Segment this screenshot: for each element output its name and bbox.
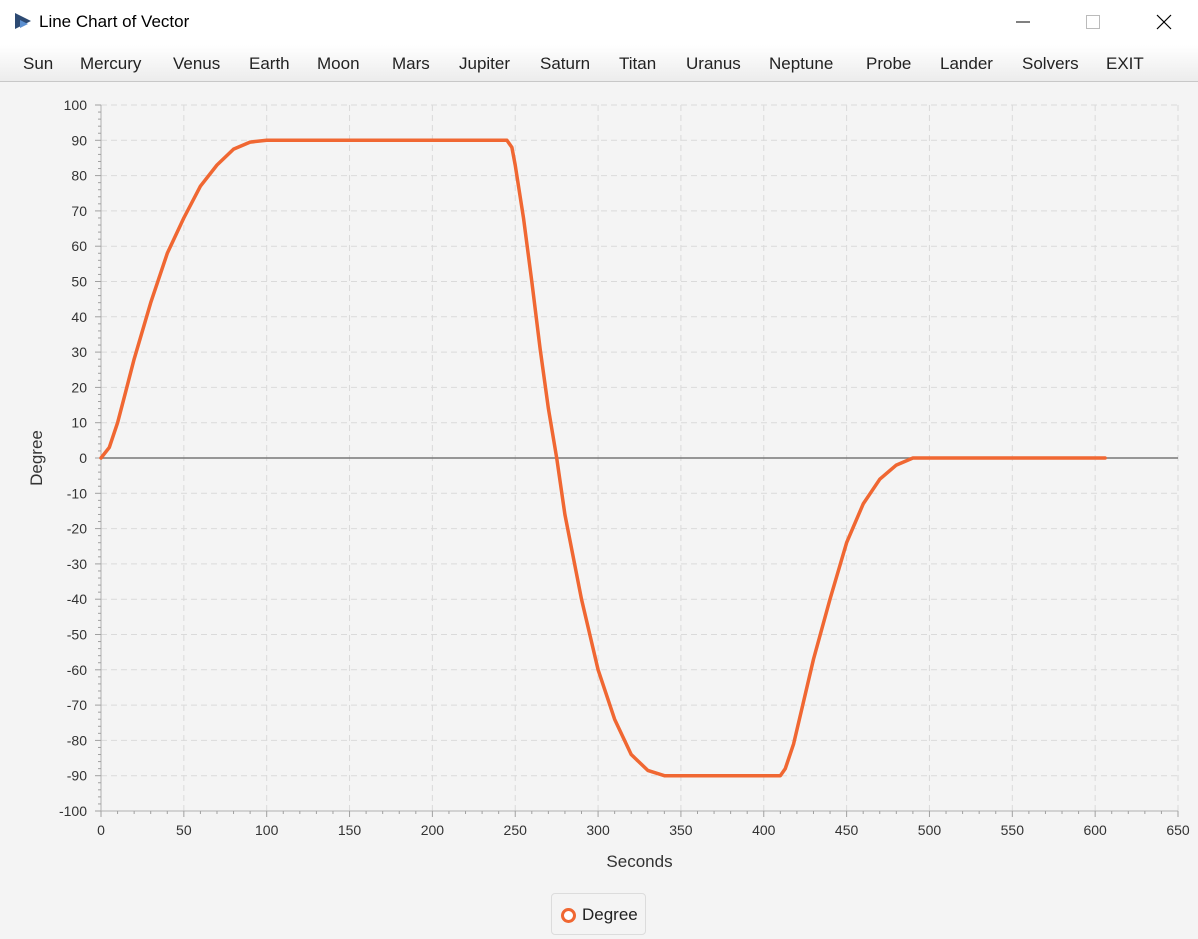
menu-lander[interactable]: Lander [940,54,993,73]
menu-probe[interactable]: Probe [866,54,912,73]
y-tick-label: -70 [67,697,87,713]
y-tick-label: -40 [67,591,87,607]
menu-exit[interactable]: EXIT [1106,54,1144,73]
y-tick-label: -60 [67,662,87,678]
menu-saturn[interactable]: Saturn [540,54,591,73]
app-icon [15,13,31,29]
menu-moon[interactable]: Moon [317,54,360,73]
y-tick-label: 40 [71,309,87,325]
x-tick-label: 150 [338,822,362,838]
y-tick-label: -50 [67,627,87,643]
legend-marker-icon [561,908,576,923]
y-tick-label: 60 [71,238,87,254]
x-tick-label: 500 [918,822,942,838]
x-tick-label: 0 [97,822,105,838]
x-tick-label: 250 [504,822,528,838]
series-line-degree [99,138,1107,778]
legend: Degree [551,893,646,935]
menu-mercury[interactable]: Mercury [80,54,142,73]
y-tick-label: 80 [71,168,87,184]
x-tick-label: 550 [1001,822,1025,838]
y-tick-label: 100 [64,97,88,113]
y-tick-label: 70 [71,203,87,219]
y-tick-label: -30 [67,556,87,572]
menu-sun[interactable]: Sun [23,54,54,73]
y-tick-label: -80 [67,732,87,748]
x-tick-label: 350 [669,822,693,838]
menu-jupiter[interactable]: Jupiter [459,54,511,73]
minimize-button[interactable] [1000,0,1046,45]
y-tick-label: 30 [71,344,87,360]
menu-venus[interactable]: Venus [173,54,221,73]
y-tick-label: -20 [67,521,87,537]
y-tick-label: 20 [71,379,87,395]
x-tick-label: 50 [176,822,192,838]
maximize-button[interactable] [1070,0,1116,45]
x-tick-label: 200 [421,822,445,838]
y-tick-label: 0 [79,450,87,466]
menu-uranus[interactable]: Uranus [686,54,741,73]
x-axis-title: Seconds [606,852,672,871]
title-bar: Line Chart of Vector [0,0,1198,45]
y-axis-title: Degree [27,430,46,486]
close-button[interactable] [1141,0,1187,45]
y-tick-label: 90 [71,132,87,148]
x-tick-label: 100 [255,822,279,838]
menu-titan[interactable]: Titan [619,54,657,73]
x-tick-label: 300 [586,822,610,838]
menu-bar: Sun Mercury Venus Earth Moon Mars Jupite… [0,45,1198,82]
y-tick-label: 10 [71,415,87,431]
maximize-icon [1086,15,1100,29]
legend-label: Degree [582,905,638,924]
line-chart: 0 50 100 150 200 250 300 350 400 450 500 550 600 6501… [27,97,1190,871]
window-title: Line Chart of Vector [39,12,190,31]
menu-earth[interactable]: Earth [249,54,290,73]
y-tick-label: -100 [59,803,87,819]
y-tick-label: -10 [67,485,87,501]
menu-mars[interactable]: Mars [392,54,430,73]
close-icon [1156,14,1172,30]
x-tick-label: 650 [1166,822,1190,838]
x-tick-label: 600 [1083,822,1107,838]
y-tick-label: 50 [71,274,87,290]
menu-neptune[interactable]: Neptune [769,54,834,73]
minimize-icon [1016,21,1030,23]
x-tick-label: 450 [835,822,859,838]
x-tick-label: 400 [752,822,776,838]
y-tick-label: -90 [67,768,87,784]
menu-solvers[interactable]: Solvers [1022,54,1079,73]
